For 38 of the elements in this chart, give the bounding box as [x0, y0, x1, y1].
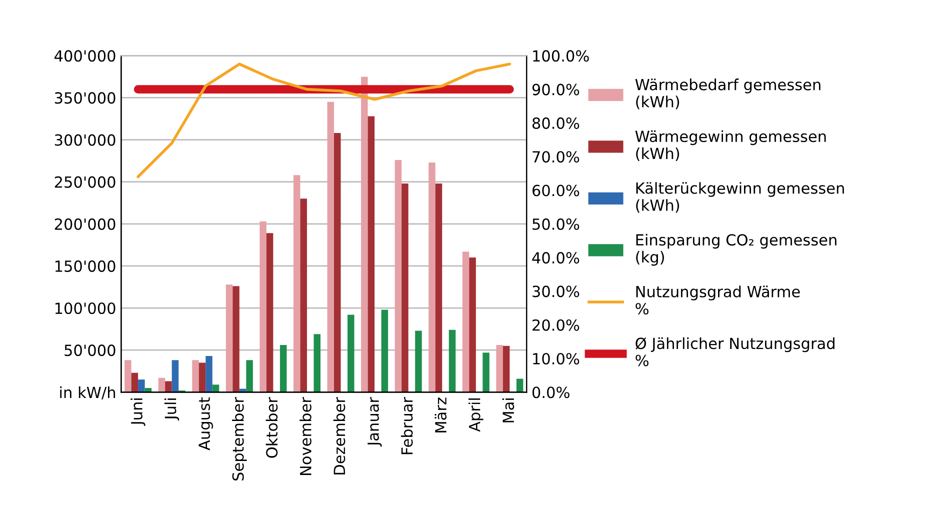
y2-tick-label: 100.0% — [533, 50, 589, 62]
y-tick-label: 150'000 — [55, 260, 116, 272]
y-tick-label: 300'000 — [54, 134, 116, 146]
x-tick-label: Oktober — [266, 397, 278, 458]
y2-tick-label: 10.0% — [533, 352, 580, 365]
legend-label: Kälterückgewinn gemessen (kWh) — [636, 182, 844, 213]
y2-tick-label: 0.0% — [532, 386, 570, 398]
legend-label: Nutzungsgrad Wärme % — [636, 286, 800, 315]
x-tick-label: Februar — [400, 397, 413, 454]
y2-tick-label: 50.0% — [532, 218, 580, 230]
x-tick-label: August — [198, 397, 214, 450]
y2-tick-label: 60.0% — [532, 184, 580, 196]
legend-label: Einsparung CO₂ gemessen (kg) — [636, 234, 836, 266]
x-tick-label: Juli — [164, 398, 180, 420]
legend-label: Wärmebedarf gemessen (kWh) — [635, 78, 820, 110]
y-tick-label: 100'000 — [55, 302, 116, 314]
y2-tick-label: 20.0% — [532, 319, 580, 331]
x-tick-label: November — [300, 397, 312, 475]
x-tick-label: März — [434, 398, 447, 432]
y-tick-label: in kW/h — [60, 386, 116, 400]
y2-tick-label: 30.0% — [532, 286, 580, 298]
y-tick-label: 50'000 — [64, 344, 116, 356]
x-tick-label: September — [232, 397, 247, 480]
y2-tick-label: 90.0% — [532, 84, 580, 96]
x-tick-label: April — [468, 398, 484, 432]
y-tick-label: 250'000 — [54, 176, 116, 188]
x-tick-label: Juni — [130, 398, 146, 426]
x-tick-label: Dezember — [333, 397, 346, 474]
y-tick-label: 400'000 — [54, 50, 116, 62]
legend-label: Wärmegewinn gemessen (kWh) — [635, 130, 826, 162]
y-tick-label: 200'000 — [54, 218, 116, 230]
y2-tick-label: 40.0% — [532, 252, 580, 264]
legend-label: Ø Jährlicher Nutzungsgrad % — [636, 337, 834, 366]
x-tick-label: Januar — [368, 397, 382, 447]
y-tick-label: 350'000 — [54, 92, 116, 104]
x-tick-label: Mai — [502, 398, 514, 422]
y2-tick-label: 70.0% — [532, 151, 580, 163]
y2-tick-label: 80.0% — [532, 117, 580, 129]
